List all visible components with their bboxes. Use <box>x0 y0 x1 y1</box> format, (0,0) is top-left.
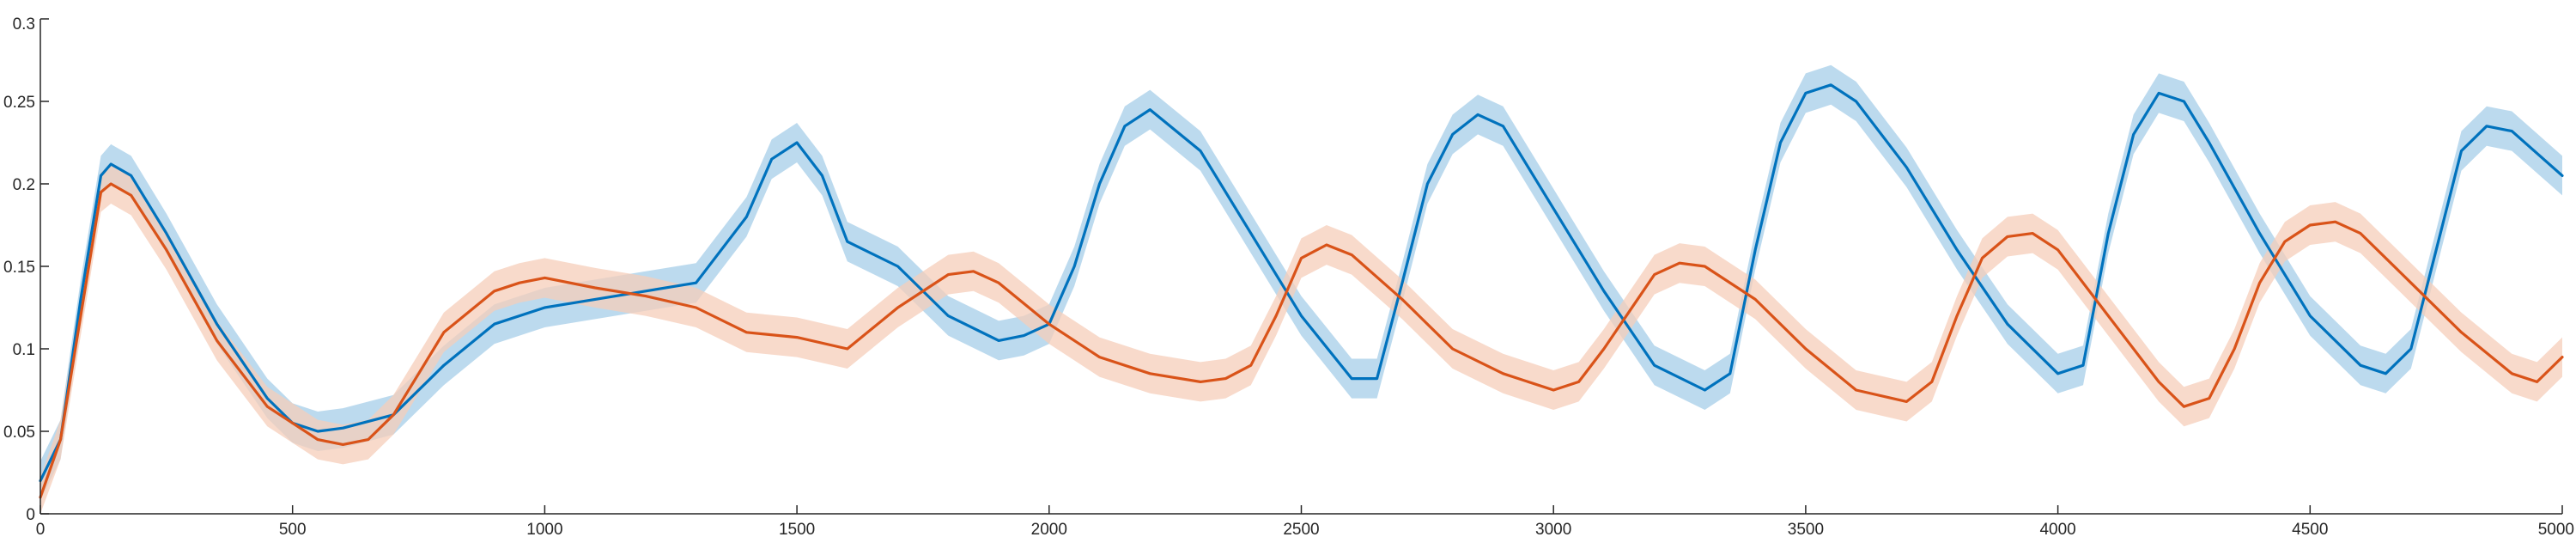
x-tick-label: 1000 <box>526 521 562 537</box>
x-tick-label: 4500 <box>2292 521 2328 537</box>
x-tick-label: 2500 <box>1283 521 1319 537</box>
series-2-band <box>40 164 2562 514</box>
series-lines <box>39 83 2564 499</box>
series-2-line <box>39 182 2564 499</box>
x-tick-label: 4000 <box>2039 521 2075 537</box>
y-tick-label: 0.15 <box>3 259 35 277</box>
x-tick-label: 0 <box>36 521 46 537</box>
y-tick-label: 0 <box>26 506 35 524</box>
x-tick-label: 5000 <box>2538 521 2574 537</box>
y-tick-label: 0.2 <box>13 176 35 194</box>
x-tick-label: 500 <box>279 521 307 537</box>
x-ticks: 0 500 1000 1500 2000 2500 3000 3500 4000 4500 5000 <box>36 505 2574 537</box>
series-1-band <box>40 64 2562 501</box>
x-tick-label: 2000 <box>1031 521 1067 537</box>
y-tick-label: 0.1 <box>13 341 35 359</box>
y-tick-label: 0.25 <box>3 94 35 112</box>
y-tick-label: 0.3 <box>13 15 35 34</box>
x-tick-label: 3500 <box>1788 521 1824 537</box>
x-tick-label: 1500 <box>779 521 815 537</box>
y-ticks: 0 0.05 0.1 0.15 0.2 0.25 0.3 <box>3 15 49 524</box>
confidence-bands <box>40 64 2562 514</box>
y-tick-label: 0.05 <box>3 424 35 442</box>
x-tick-label: 3000 <box>1535 521 1571 537</box>
